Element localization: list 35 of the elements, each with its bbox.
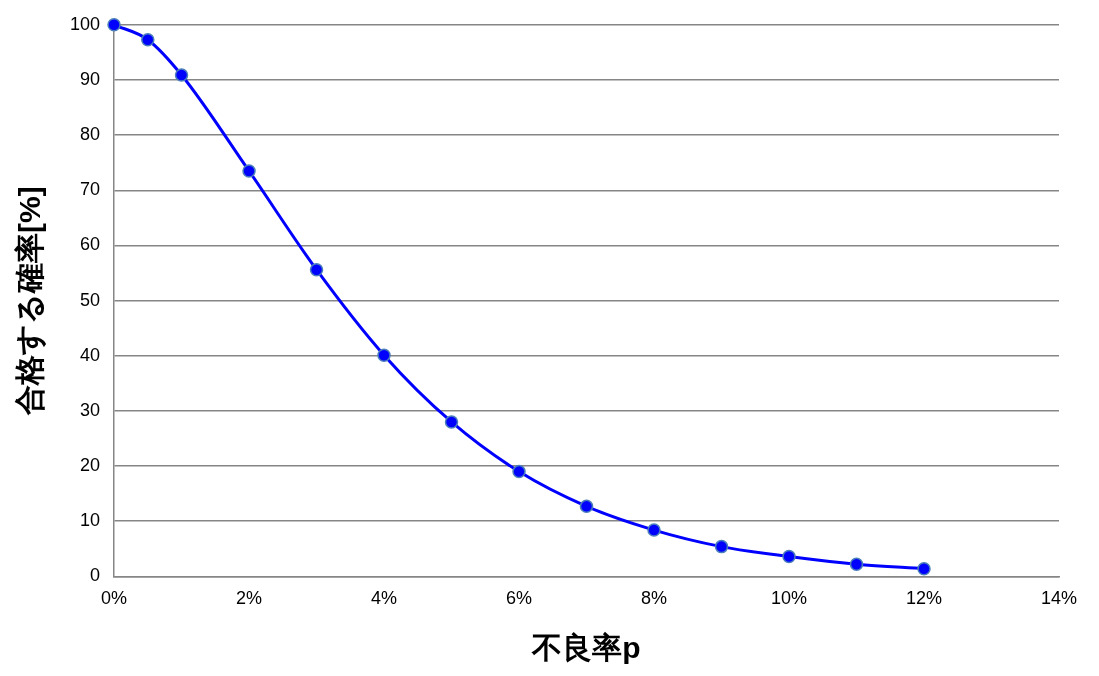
y-tick-label: 50 xyxy=(80,289,101,310)
y-tick-label: 30 xyxy=(80,399,101,420)
x-tick-label: 8% xyxy=(641,588,668,609)
x-tick-label: 2% xyxy=(236,588,263,609)
point xyxy=(107,18,121,32)
point xyxy=(849,557,864,572)
y-tick-label: 60 xyxy=(80,234,101,255)
point xyxy=(377,348,391,362)
y-tick-label: 70 xyxy=(80,179,101,200)
point xyxy=(917,561,931,576)
y-axis-title: 合格する確率[%] xyxy=(13,186,48,416)
y-tick-label: 10 xyxy=(80,510,101,531)
point xyxy=(782,549,796,564)
point xyxy=(242,164,256,178)
point xyxy=(647,523,661,537)
point xyxy=(512,464,526,479)
point xyxy=(141,32,155,47)
point xyxy=(714,539,729,554)
point xyxy=(174,68,189,82)
x-tick-label: 4% xyxy=(371,588,398,609)
y-tick-label: 80 xyxy=(80,124,101,145)
point xyxy=(444,415,459,429)
y-tick-label: 100 xyxy=(69,13,101,34)
x-tick-label: 10% xyxy=(770,588,808,609)
x-tick-label: 14% xyxy=(1040,588,1078,609)
x-tick-label: 0% xyxy=(101,588,128,609)
y-tick-label: 20 xyxy=(80,455,101,476)
y-tick-label: 0 xyxy=(90,565,101,586)
x-tick-label: 12% xyxy=(905,588,943,609)
y-tick-label: 90 xyxy=(80,68,101,89)
y-tick-label: 40 xyxy=(80,344,101,365)
point xyxy=(309,262,324,277)
point xyxy=(579,499,594,514)
x-tick-label: 6% xyxy=(506,588,533,609)
x-axis-title: 不良率p xyxy=(531,631,641,665)
